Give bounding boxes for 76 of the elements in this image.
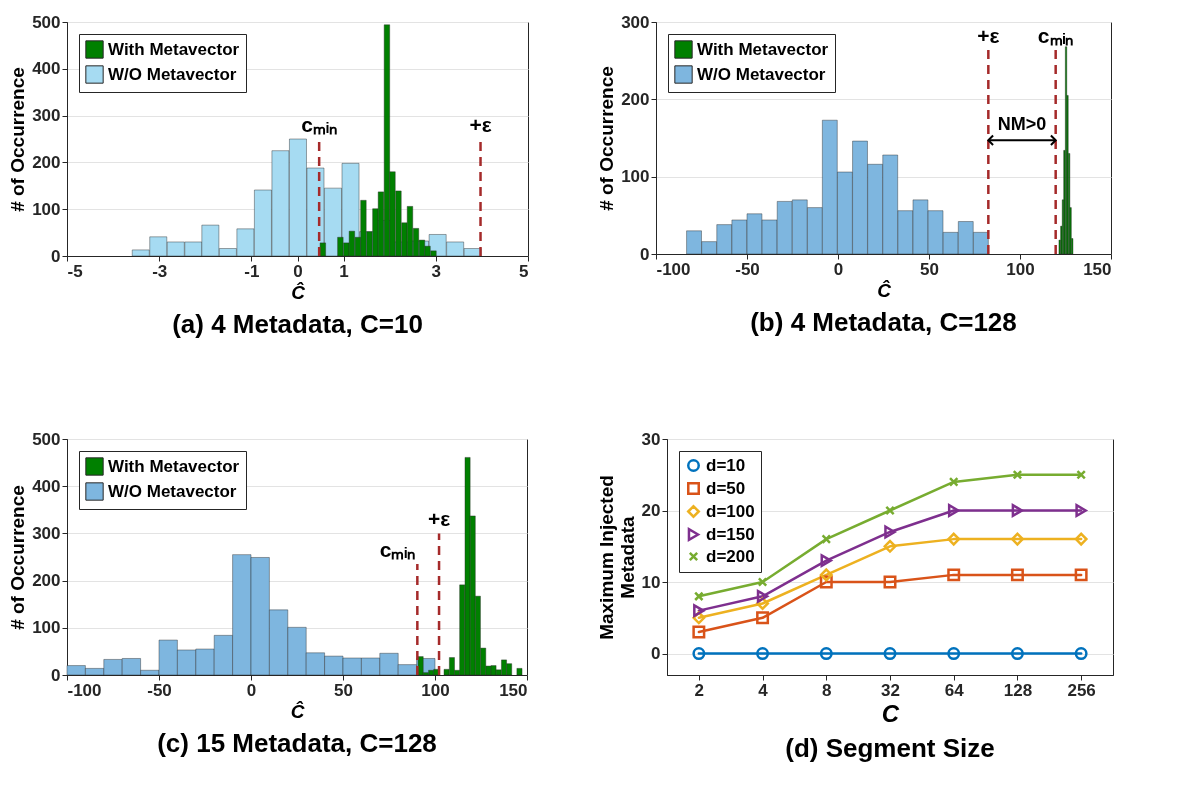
- y-tick-label: 300: [32, 106, 61, 126]
- y-tick-label: 20: [641, 501, 661, 521]
- x-tick-label: -100: [656, 259, 691, 279]
- y-tick-label: 200: [32, 152, 61, 172]
- x-tick-label: 150: [499, 680, 528, 700]
- x-tick-label: 100: [1006, 259, 1035, 279]
- y-tick-label: 0: [640, 244, 650, 264]
- annotation: NM>0: [997, 114, 1047, 135]
- legend-label: With Metavector: [108, 456, 240, 476]
- y-tick-label: 0: [51, 246, 61, 266]
- y-axis-title: # of Occurrence: [7, 485, 29, 630]
- x-tick-label: -50: [735, 259, 760, 279]
- x-tick-label: -5: [67, 261, 83, 281]
- legend-label: With Metavector: [108, 39, 240, 59]
- y-tick-label: 500: [32, 12, 61, 32]
- x-tick-label: -1: [244, 261, 260, 281]
- x-tick-label: 64: [944, 680, 965, 700]
- x-tick-label: 50: [920, 259, 939, 279]
- x-tick-label: -50: [147, 680, 172, 700]
- y-tick-label: 300: [621, 12, 650, 32]
- legend-label: d=50: [706, 478, 746, 498]
- ref-line-label: +ε: [427, 507, 451, 531]
- x-tick-label: 2: [694, 680, 705, 700]
- y-tick-label: 400: [32, 476, 61, 496]
- x-tick-label: 1: [339, 261, 349, 281]
- x-tick-label: 0: [293, 261, 303, 281]
- text: (c) 15 Metadata, C=128: [157, 728, 437, 758]
- x-tick-label: 5: [519, 261, 529, 281]
- y-tick-label: 500: [32, 429, 61, 449]
- y-tick-label: 100: [32, 199, 61, 219]
- legend-label: W/O Metavector: [108, 64, 237, 84]
- y-axis-title: Maximum Injected Metadata: [595, 475, 638, 640]
- text: (d) Segment Size: [785, 733, 995, 763]
- ref-line-label: cₘᵢₙ: [1037, 23, 1074, 47]
- ref-line-label: +ε: [469, 113, 492, 136]
- x-tick-label: 150: [1083, 259, 1112, 279]
- ref-line-label: cₘᵢₙ: [379, 538, 416, 562]
- y-tick-label: 10: [641, 572, 661, 592]
- x-tick-label: 256: [1067, 680, 1096, 700]
- x-tick-label: 8: [822, 680, 832, 700]
- x-axis-title: C: [881, 699, 900, 727]
- legend-label: W/O Metavector: [108, 481, 237, 501]
- x-axis-title: Ĉ: [877, 279, 892, 301]
- x-tick-label: 0: [246, 680, 257, 700]
- legend-label: W/O Metavector: [697, 64, 826, 84]
- y-tick-label: 300: [32, 523, 61, 543]
- x-tick-label: 128: [1003, 680, 1033, 700]
- y-axis-title: # of Occurrence: [7, 67, 29, 212]
- x-tick-label: 100: [421, 680, 450, 700]
- y-tick-label: 0: [651, 644, 661, 664]
- y-tick-label: 200: [621, 89, 650, 109]
- legend-label: d=150: [706, 524, 755, 544]
- text: (b) 4 Metadata, C=128: [750, 307, 1017, 337]
- text: (a) 4 Metadata, C=10: [172, 309, 423, 339]
- x-axis-title: Ĉ: [291, 281, 306, 303]
- legend-label: d=100: [706, 501, 755, 521]
- x-tick-label: -3: [152, 261, 168, 281]
- y-tick-label: 200: [32, 571, 61, 591]
- ref-line-label: cₘᵢₙ: [301, 113, 337, 136]
- y-tick-label: 100: [32, 618, 61, 638]
- x-tick-label: 50: [334, 680, 353, 700]
- x-tick-label: 0: [833, 259, 844, 279]
- y-tick-label: 100: [621, 167, 650, 187]
- x-tick-label: 32: [881, 680, 900, 700]
- y-tick-label: 0: [51, 665, 61, 685]
- y-tick-label: 400: [32, 59, 61, 79]
- y-tick-label: 30: [641, 429, 661, 449]
- x-tick-label: 4: [758, 680, 769, 700]
- x-axis-title: Ĉ: [290, 700, 305, 722]
- legend-label: With Metavector: [697, 39, 829, 59]
- y-axis-title: # of Occurrence: [596, 66, 618, 211]
- legend-label: d=10: [706, 455, 746, 475]
- x-tick-label: 3: [431, 261, 442, 281]
- x-tick-label: -100: [67, 680, 102, 700]
- ref-line-label: +ε: [977, 23, 1000, 47]
- legend-label: d=200: [706, 546, 755, 566]
